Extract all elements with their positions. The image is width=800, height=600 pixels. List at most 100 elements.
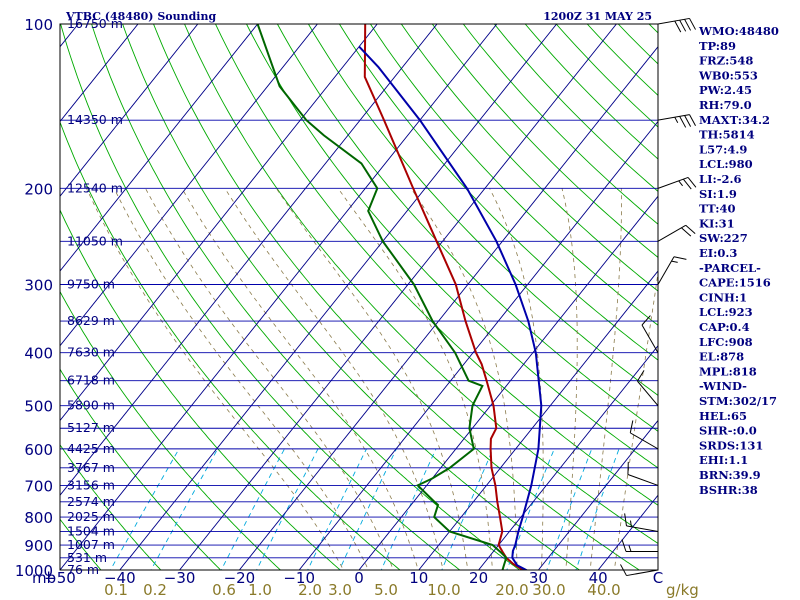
barb-staff [657, 256, 675, 285]
barb-staff [657, 224, 686, 242]
barb-staff [657, 114, 690, 121]
height-label: 5890 m [67, 398, 115, 413]
pressure-label: 300 [24, 277, 53, 295]
index-ehi: EHI:1.1 [699, 453, 748, 467]
barb-flag [679, 19, 687, 32]
barb-staff [627, 474, 659, 486]
index-cap: CAP:0.4 [699, 320, 750, 334]
index-lfc: LFC:908 [699, 335, 753, 349]
index-tp: TP:89 [699, 39, 736, 53]
isotherm [60, 24, 139, 123]
height-label: 531 m [67, 550, 107, 565]
height-label: 8629 m [67, 313, 115, 328]
index-section: -WIND- [699, 379, 747, 393]
height-label: 3767 m [67, 460, 115, 475]
pressure-unit-label: mb [32, 569, 56, 587]
mixing-ratio-label: 10.0 [427, 581, 460, 599]
index-cape: CAPE:1516 [699, 276, 771, 290]
dewpoint-trace [256, 24, 508, 570]
index-shr: SHR-:0.0 [699, 424, 757, 438]
stability-indices: WMO:48480TP:89FRZ:548WB0:553PW:2.45RH:79… [698, 24, 779, 497]
height-label: 2025 m [67, 509, 115, 524]
barb-flag [673, 256, 687, 260]
mixing-ratio-line [546, 448, 593, 570]
dry-adiabat [122, 24, 581, 570]
index-tt: TT:40 [699, 202, 736, 216]
temperature-label: −10 [283, 569, 315, 587]
height-labels: 16750 m 14350 m 12540 m 11050 m 9750 m 8629 m… [67, 16, 123, 577]
height-label: 7630 m [67, 345, 115, 360]
wind-barb [621, 539, 658, 553]
moist-adiabat [489, 188, 544, 570]
isotherm [60, 24, 199, 197]
barb-staff [626, 569, 659, 577]
moist-adiabats [86, 188, 658, 570]
chart-subtitle: 1200Z 31 MAY 25 [543, 10, 652, 23]
isobars [60, 23, 658, 571]
index-section: -PARCEL- [699, 261, 761, 275]
dry-adiabat [153, 24, 640, 570]
isotherms [60, 24, 658, 570]
index-lcl: LCL:923 [699, 305, 753, 319]
barb-flag [679, 116, 687, 128]
dry-adiabat [60, 24, 461, 570]
barb-staff [637, 380, 659, 406]
isotherm [60, 24, 378, 422]
wind-barb [657, 224, 696, 242]
moist-adiabat [113, 188, 369, 570]
mixing-ratio-label: 3.0 [328, 581, 352, 599]
wind-barb [657, 114, 696, 128]
barb-flag [687, 177, 697, 188]
barb-flag [681, 227, 692, 237]
temperature-label: −30 [164, 569, 196, 587]
index-mpl: MPL:818 [699, 364, 757, 378]
wind-barb [657, 256, 687, 285]
mixing-ratio-label: 5.0 [374, 581, 398, 599]
parcel-trace [358, 45, 543, 570]
pressure-label: 600 [24, 441, 53, 459]
temperature-label: −50 [44, 569, 76, 587]
dry-adiabat [60, 518, 102, 570]
isotherm [238, 46, 658, 570]
dry-adiabat [60, 444, 162, 570]
moist-adiabat [410, 188, 518, 570]
mixing-ratio-label: 2.0 [298, 581, 322, 599]
mixing-ratio-line [307, 448, 367, 570]
index-sw: SW:227 [699, 231, 748, 245]
height-label: 12540 m [67, 180, 123, 195]
pressure-label: 800 [24, 509, 53, 527]
mixing-ratio-label: 0.6 [212, 581, 236, 599]
barb-flag [684, 19, 692, 31]
height-label: 14350 m [67, 112, 123, 127]
wind-barb [657, 176, 697, 190]
barb-flag [620, 564, 627, 576]
barb-flag [689, 114, 696, 126]
index-si: SI:1.9 [699, 187, 737, 201]
mixing-ratio-label: 0.1 [104, 581, 128, 599]
mixing-ratio-label: 0.2 [143, 581, 167, 599]
mixing-ratio-line [220, 448, 285, 570]
index-bshr: BSHR:38 [699, 483, 758, 497]
pressure-label: 100 [24, 16, 53, 34]
barb-flag [637, 370, 645, 382]
index-th: TH:5814 [699, 128, 755, 142]
index-brn: BRN:39.9 [699, 468, 761, 482]
chart-title: VTBC (48480) Sounding [65, 10, 216, 23]
index-hel: HEL:65 [699, 409, 747, 423]
moist-adiabat [275, 188, 469, 570]
dry-adiabat [91, 24, 521, 570]
mixing-ratio-line [441, 448, 494, 570]
wind-barbs [620, 17, 697, 577]
mixing-ratio-line [150, 448, 219, 570]
mixing-ratio-line [256, 448, 319, 570]
height-label: 1007 m [67, 537, 115, 552]
mixing-ratio-line [380, 448, 437, 570]
barb-half [671, 260, 678, 263]
height-label: 16750 m [67, 16, 123, 31]
temperature-label: −20 [224, 569, 256, 587]
index-maxt: MAXT:34.2 [699, 113, 770, 127]
pressure-label: 900 [24, 537, 53, 555]
temperature-label: 30 [529, 569, 548, 587]
barb-half [629, 520, 632, 527]
